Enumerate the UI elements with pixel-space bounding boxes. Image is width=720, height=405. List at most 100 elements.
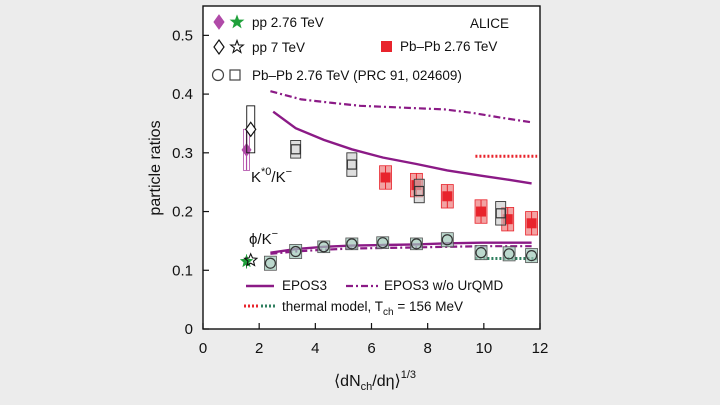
x-tick-label-5: 10 (475, 340, 492, 357)
marker-square-open (346, 159, 357, 170)
legend-entry-pp7: pp 7 TeV (213, 38, 305, 56)
epos3-legend-label: EPOS3 (282, 278, 327, 293)
marker-diamond-open (245, 121, 257, 138)
curve-2 (270, 241, 532, 254)
markers-layer (239, 105, 538, 271)
sys-box (413, 178, 425, 204)
plot-frame (202, 5, 541, 330)
data-point-5-0 (290, 140, 302, 159)
x-tick-label-0: 0 (199, 340, 207, 357)
data-point-5-2 (413, 178, 425, 204)
sys-box (317, 240, 331, 254)
data-point-6-9 (525, 248, 538, 264)
x-tick-label-2: 4 (311, 340, 319, 357)
x-tick-label-4: 8 (423, 340, 431, 357)
data-point-6-4 (376, 236, 390, 249)
x-axis-label: ⟨dNch/dη⟩1/3 (334, 369, 416, 393)
sys-box (290, 140, 302, 159)
x-axis-label-mid: /dη⟩ (372, 373, 400, 390)
marker-circle-open (264, 257, 276, 269)
pp276-diamond-marker (213, 14, 225, 30)
pp276-legend-label: pp 2.76 TeV (252, 15, 324, 30)
pp7-legend-label: pp 7 TeV (252, 40, 305, 55)
marker-square-open (495, 208, 506, 219)
data-point-3-0 (243, 252, 259, 267)
data-point-5-3 (495, 201, 507, 226)
y-tick-label-1: 0.1 (172, 262, 193, 279)
marker-square-open (414, 185, 425, 197)
legend-entry-prc: Pb–Pb 2.76 TeV (PRC 91, 024609) (211, 68, 462, 83)
kstar-annotation-mid: /K (271, 169, 285, 186)
marker-square-filled (526, 218, 537, 229)
pp276-star-marker (229, 14, 245, 29)
data-point-4-2 (440, 184, 454, 209)
phi-annotation-sup: − (272, 228, 278, 240)
data-point-6-1 (289, 244, 303, 259)
legend-entry-pbpb: Pb–Pb 2.76 TeV (381, 39, 497, 54)
marker-star-open (243, 252, 259, 267)
data-point-6-3 (345, 237, 359, 251)
y-tick-label-5: 0.5 (172, 27, 193, 44)
curve-1 (270, 90, 532, 124)
phi-annotation: ϕ/K− (249, 228, 278, 248)
marker-circle-open (503, 248, 515, 260)
legend-entry-pp276: pp 2.76 TeV (213, 14, 324, 30)
thermal-legend-label-post: = 156 MeV (394, 299, 463, 314)
x-tick-label-6: 12 (532, 340, 549, 357)
alice-label: ALICE (470, 16, 509, 31)
marker-circle-open (346, 238, 358, 250)
kstar-annotation-sup2: − (286, 166, 292, 178)
data-point-4-5 (525, 211, 538, 236)
marker-square-open (290, 144, 301, 155)
data-point-6-5 (410, 237, 423, 251)
kstar-annotation-sup: *0 (261, 166, 271, 178)
data-point-6-8 (502, 246, 516, 262)
x-axis-label-main: ⟨dN (334, 373, 361, 390)
legend: pp 2.76 TeV pp 7 TeV Pb–Pb 2.76 TeV Pb–P… (211, 14, 504, 318)
data-point-6-6 (440, 232, 454, 248)
sys-box (495, 201, 507, 226)
marker-circle-open (525, 249, 538, 262)
axes-layer: 0 2 4 6 8 10 12 0 0.1 0.2 0.3 0.4 0.5 (172, 27, 548, 357)
thermal-legend-label: thermal model, Tch = 156 MeV (282, 299, 463, 318)
curve-0 (272, 110, 532, 185)
x-axis-label-sub: ch (361, 381, 373, 393)
data-point-5-1 (346, 152, 358, 177)
data-point-6-7 (474, 245, 488, 261)
marker-square-filled (442, 191, 453, 202)
legend-entry-thermal: thermal model, Tch = 156 MeV (244, 299, 463, 318)
y-tick-label-4: 0.4 (172, 86, 193, 103)
phi-annotation-base: ϕ/K (249, 231, 272, 248)
sys-box (376, 236, 390, 249)
data-point-4-0 (379, 165, 392, 190)
prc-square-marker (229, 69, 241, 81)
marker-circle-open (318, 241, 330, 253)
x-tick-label-1: 2 (255, 340, 263, 357)
y-tick-label-0: 0 (185, 321, 193, 338)
thermal-legend-label-sub: ch (383, 307, 394, 318)
marker-square-filled (502, 214, 513, 225)
y-tick-label-2: 0.2 (172, 204, 193, 221)
marker-square-filled (476, 206, 487, 217)
kstar-annotation-base: K (251, 169, 261, 186)
marker-square-filled (380, 172, 391, 183)
thermal-legend-label-pre: thermal model, T (282, 299, 383, 314)
data-point-1-0 (245, 105, 257, 154)
x-tick-label-3: 6 (367, 340, 375, 357)
marker-circle-open (410, 238, 423, 250)
prc-circle-marker (211, 68, 225, 82)
y-tick-label-3: 0.3 (172, 145, 193, 162)
sys-box (346, 152, 358, 177)
kstar-annotation: K*0/K− (251, 166, 292, 186)
x-axis-label-sup: 1/3 (401, 369, 416, 381)
pp7-star-marker (229, 38, 245, 54)
sys-box (345, 237, 359, 251)
epos3-wo-legend-label: EPOS3 w/o UrQMD (384, 278, 504, 293)
marker-circle-open (290, 245, 302, 258)
pbpb-square-marker (381, 41, 392, 52)
marker-circle-open (441, 234, 453, 246)
marker-circle-open (377, 237, 389, 249)
marker-star-filled (239, 254, 254, 268)
sys-box (410, 237, 423, 251)
